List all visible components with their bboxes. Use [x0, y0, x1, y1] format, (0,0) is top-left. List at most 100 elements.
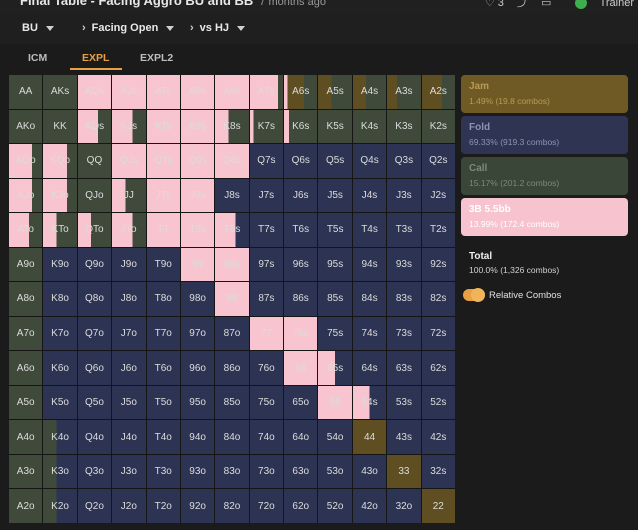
- hand-cell-ATo[interactable]: ATo: [9, 213, 43, 247]
- hand-cell-J9s[interactable]: J9s: [180, 178, 215, 213]
- hand-cell-J2o[interactable]: J2o: [112, 489, 146, 523]
- hand-cell-74o[interactable]: 74o: [249, 420, 284, 454]
- hand-cell-96o[interactable]: 96o: [180, 351, 215, 385]
- hand-cell-Q4s[interactable]: Q4s: [352, 144, 387, 178]
- hand-cell-63o[interactable]: 63o: [284, 454, 318, 489]
- hand-cell-K6s[interactable]: K6s: [284, 109, 318, 144]
- hand-cell-T7s[interactable]: T7s: [249, 213, 284, 247]
- hand-cell-J5o[interactable]: J5o: [112, 385, 146, 420]
- hand-cell-J5s[interactable]: J5s: [318, 178, 352, 213]
- hand-cell-Q7o[interactable]: Q7o: [77, 316, 112, 351]
- hand-cell-22[interactable]: 22: [421, 489, 455, 523]
- hand-cell-T8o[interactable]: T8o: [146, 282, 180, 316]
- action-fold[interactable]: Fold 69.33% (919.3 combos): [461, 116, 628, 154]
- hand-cell-T4o[interactable]: T4o: [146, 420, 180, 454]
- hand-cell-KQo[interactable]: KQo: [43, 144, 77, 178]
- hand-cell-T2s[interactable]: T2s: [421, 213, 455, 247]
- hand-cell-T2o[interactable]: T2o: [146, 489, 180, 523]
- hand-cell-K3o[interactable]: K3o: [43, 454, 77, 489]
- hand-cell-85s[interactable]: 85s: [318, 282, 352, 316]
- hand-cell-Q5o[interactable]: Q5o: [77, 385, 112, 420]
- hand-cell-A9s[interactable]: A9s: [180, 75, 215, 109]
- hand-cell-62s[interactable]: 62s: [421, 351, 455, 385]
- hand-cell-A3s[interactable]: A3s: [387, 75, 421, 109]
- hand-cell-77[interactable]: 77: [249, 316, 284, 351]
- hand-cell-73o[interactable]: 73o: [249, 454, 284, 489]
- hand-cell-43s[interactable]: 43s: [387, 420, 421, 454]
- hand-cell-83o[interactable]: 83o: [215, 454, 249, 489]
- hand-cell-KJs[interactable]: KJs: [112, 109, 146, 144]
- hand-cell-T8s[interactable]: T8s: [215, 213, 249, 247]
- hand-cell-K9o[interactable]: K9o: [43, 247, 77, 282]
- hand-cell-54o[interactable]: 54o: [318, 420, 352, 454]
- hand-cell-88[interactable]: 88: [215, 282, 249, 316]
- hand-cell-J2s[interactable]: J2s: [421, 178, 455, 213]
- hand-cell-T9s[interactable]: T9s: [180, 213, 215, 247]
- hand-cell-JTs[interactable]: JTs: [146, 178, 180, 213]
- hand-cell-86o[interactable]: 86o: [215, 351, 249, 385]
- hand-cell-93o[interactable]: 93o: [180, 454, 215, 489]
- hand-cell-A9o[interactable]: A9o: [9, 247, 43, 282]
- hand-cell-Q2s[interactable]: Q2s: [421, 144, 455, 178]
- hand-cell-Q6o[interactable]: Q6o: [77, 351, 112, 385]
- hand-cell-T5s[interactable]: T5s: [318, 213, 352, 247]
- hand-cell-32o[interactable]: 32o: [387, 489, 421, 523]
- hand-cell-QJo[interactable]: QJo: [77, 178, 112, 213]
- action-3b-5-5bb[interactable]: 3B 5.5bb 13.99% (172.4 combos): [461, 198, 628, 236]
- hand-cell-KQs[interactable]: KQs: [77, 109, 112, 144]
- hand-cell-93s[interactable]: 93s: [387, 247, 421, 282]
- hand-cell-84o[interactable]: 84o: [215, 420, 249, 454]
- hand-cell-Q4o[interactable]: Q4o: [77, 420, 112, 454]
- action-jam[interactable]: Jam 1.49% (19.8 combos): [461, 75, 628, 113]
- hand-cell-86s[interactable]: 86s: [284, 282, 318, 316]
- opponent-select[interactable]: › vs HJ: [190, 22, 246, 34]
- hand-cell-JTo[interactable]: JTo: [112, 213, 146, 247]
- hand-cell-T5o[interactable]: T5o: [146, 385, 180, 420]
- hand-cell-64o[interactable]: 64o: [284, 420, 318, 454]
- position-select[interactable]: BU: [22, 22, 54, 34]
- hand-cell-99[interactable]: 99: [180, 247, 215, 282]
- hand-cell-K4o[interactable]: K4o: [43, 420, 77, 454]
- hand-cell-J6s[interactable]: J6s: [284, 178, 318, 213]
- hand-cell-K8o[interactable]: K8o: [43, 282, 77, 316]
- hand-cell-94s[interactable]: 94s: [352, 247, 387, 282]
- hand-cell-QQ[interactable]: QQ: [77, 144, 112, 178]
- hand-cell-T6s[interactable]: T6s: [284, 213, 318, 247]
- hand-cell-82s[interactable]: 82s: [421, 282, 455, 316]
- hand-cell-65s[interactable]: 65s: [318, 351, 352, 385]
- hand-cell-T7o[interactable]: T7o: [146, 316, 180, 351]
- relative-combos-toggle[interactable]: [463, 288, 485, 302]
- hand-cell-42s[interactable]: 42s: [421, 420, 455, 454]
- hand-cell-94o[interactable]: 94o: [180, 420, 215, 454]
- hand-cell-87o[interactable]: 87o: [215, 316, 249, 351]
- hand-cell-T3o[interactable]: T3o: [146, 454, 180, 489]
- share-icon[interactable]: ⤴: [516, 0, 528, 9]
- hand-cell-A6s[interactable]: A6s: [284, 75, 318, 109]
- hand-cell-92s[interactable]: 92s: [421, 247, 455, 282]
- hand-cell-ATs[interactable]: ATs: [146, 75, 180, 109]
- hand-cell-Q9s[interactable]: Q9s: [180, 144, 215, 178]
- hand-cell-QJs[interactable]: QJs: [112, 144, 146, 178]
- tab-icm[interactable]: ICM: [28, 52, 48, 64]
- hand-cell-95s[interactable]: 95s: [318, 247, 352, 282]
- hand-cell-53o[interactable]: 53o: [318, 454, 352, 489]
- hand-cell-84s[interactable]: 84s: [352, 282, 387, 316]
- hand-cell-Q2o[interactable]: Q2o: [77, 489, 112, 523]
- hand-cell-75o[interactable]: 75o: [249, 385, 284, 420]
- hand-cell-Q7s[interactable]: Q7s: [249, 144, 284, 178]
- hand-cell-KJo[interactable]: KJo: [43, 178, 77, 213]
- hand-cell-J3s[interactable]: J3s: [387, 178, 421, 213]
- hand-cell-A7o[interactable]: A7o: [9, 316, 43, 351]
- hand-cell-AJs[interactable]: AJs: [112, 75, 146, 109]
- hand-cell-83s[interactable]: 83s: [387, 282, 421, 316]
- hand-cell-97o[interactable]: 97o: [180, 316, 215, 351]
- hand-cell-A4s[interactable]: A4s: [352, 75, 387, 109]
- hand-cell-TT[interactable]: TT: [146, 213, 180, 247]
- hand-cell-Q3o[interactable]: Q3o: [77, 454, 112, 489]
- hand-cell-54s[interactable]: 54s: [352, 385, 387, 420]
- hand-cell-K5s[interactable]: K5s: [318, 109, 352, 144]
- hand-cell-A7s[interactable]: A7s: [249, 75, 284, 109]
- hand-cell-A2o[interactable]: A2o: [9, 489, 43, 523]
- hand-cell-J7s[interactable]: J7s: [249, 178, 284, 213]
- hand-cell-33[interactable]: 33: [387, 454, 421, 489]
